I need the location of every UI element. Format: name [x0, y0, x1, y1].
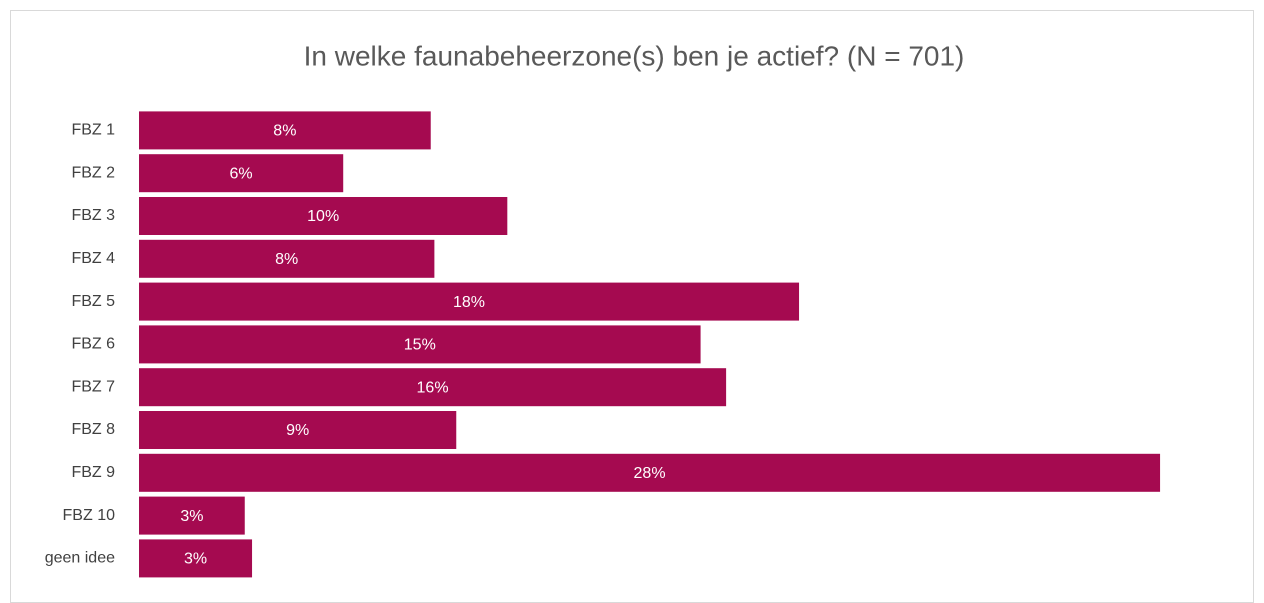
y-tick-label: FBZ 4 — [71, 250, 115, 267]
bar — [139, 282, 800, 321]
bar — [139, 239, 435, 278]
data-label: 8% — [273, 123, 296, 140]
bar — [139, 496, 245, 535]
data-label: 16% — [417, 379, 449, 396]
bar — [139, 368, 727, 407]
bar — [139, 411, 457, 449]
y-tick-label: FBZ 5 — [71, 293, 115, 310]
data-label: 9% — [286, 422, 309, 439]
y-tick-label: geen idee — [45, 550, 115, 567]
y-tick-label: FBZ 8 — [71, 421, 115, 438]
y-tick-label: FBZ 3 — [71, 207, 115, 224]
data-label: 18% — [453, 294, 485, 311]
data-label: 15% — [404, 337, 436, 354]
bar — [139, 197, 508, 235]
bar — [139, 453, 1161, 492]
y-tick-label: FBZ 2 — [71, 164, 115, 181]
y-tick-label: FBZ 10 — [63, 507, 116, 524]
y-tick-label: FBZ 9 — [71, 464, 115, 481]
bar — [139, 325, 701, 364]
data-label: 3% — [184, 551, 207, 568]
y-tick-label: FBZ 6 — [71, 336, 115, 353]
y-tick-label: FBZ 1 — [71, 122, 115, 139]
bar — [139, 111, 431, 150]
bar — [139, 539, 253, 578]
chart-title: In welke faunabeheerzone(s) ben je actie… — [304, 40, 965, 71]
data-label: 10% — [307, 208, 339, 225]
data-label: 3% — [180, 508, 203, 525]
data-label: 6% — [230, 165, 253, 182]
y-tick-label: FBZ 7 — [71, 378, 115, 395]
bar — [139, 154, 344, 193]
data-label: 28% — [634, 465, 666, 482]
data-label: 8% — [275, 251, 298, 268]
